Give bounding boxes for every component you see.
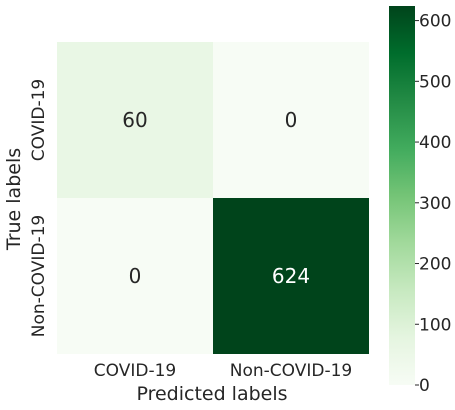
colorbar-tick-label: 500 [419,72,451,92]
colorbar-tick-label: 0 [419,376,430,396]
heatmap-cell [57,198,213,354]
colorbar-tick-label: 600 [419,12,451,32]
x-tick-label: COVID-19 [94,361,176,381]
x-tick-label: Non-COVID-19 [230,361,352,381]
y-axis-label: True labels [3,148,25,251]
heatmap-cell [213,42,369,198]
x-tick-labels: COVID-19 Non-COVID-19 [94,361,352,381]
y-tick-label: COVID-19 [29,79,49,161]
colorbar-tick-label: 100 [419,315,451,335]
cell-value-label: 0 [285,108,298,132]
colorbar-tick-labels: 0 100 200 300 400 500 600 [415,12,451,396]
y-tick-label: Non-COVID-19 [29,215,49,337]
colorbar-tick-label: 200 [419,255,451,275]
colorbar [389,6,415,385]
colorbar-tick-label: 300 [419,194,451,214]
heatmap-cells [57,42,369,354]
colorbar-tick-label: 400 [419,133,451,153]
cell-value-label: 624 [272,264,310,288]
y-tick-labels: COVID-19 Non-COVID-19 [29,79,49,337]
heatmap-cell [213,198,369,354]
heatmap-cell [57,42,213,198]
x-axis-label: Predicted labels [136,383,287,405]
cell-value-label: 0 [129,264,142,288]
cell-value-label: 60 [122,108,147,132]
heatmap-cell-labels: 60 0 0 624 [122,108,310,288]
